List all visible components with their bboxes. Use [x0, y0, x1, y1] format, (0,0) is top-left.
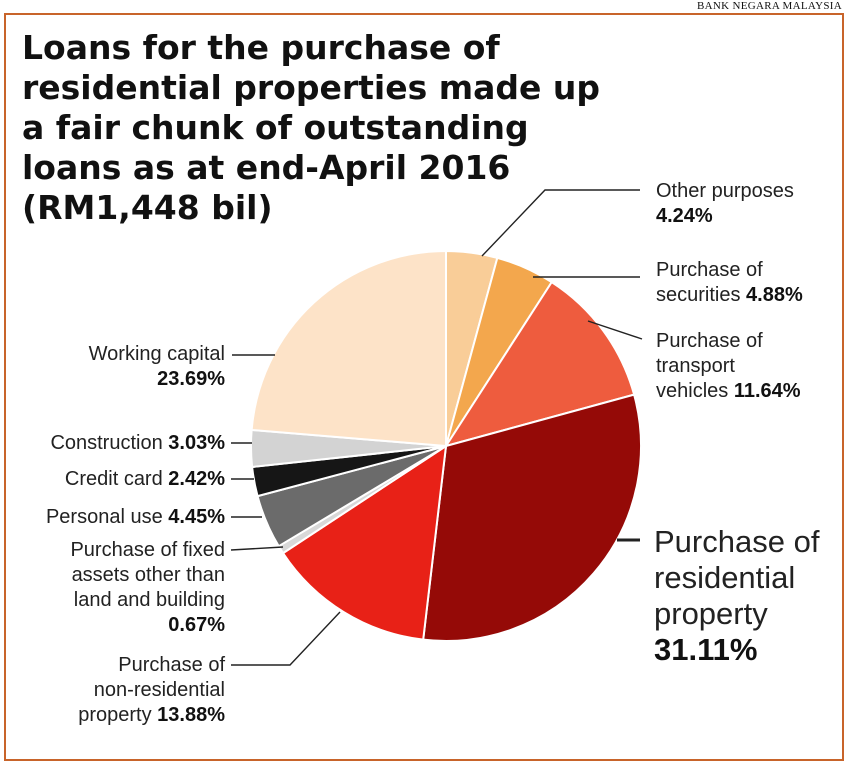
source-credit: BANK NEGARA MALAYSIA [697, 0, 842, 12]
label-construction: Construction 3.03% [50, 432, 225, 454]
leader-other-purposes [481, 189, 640, 257]
pie-slice-purchase-of-transport-vehicles [443, 280, 636, 448]
pie-slice-working-capital [250, 249, 447, 448]
chart-frame [4, 13, 844, 761]
label-other-purposes: Other purposes 4.24% [656, 180, 794, 227]
label-personal-use: Personal use 4.45% [45, 506, 225, 528]
leader-transport [587, 320, 643, 340]
label-working-capital: Working capital 23.69% [88, 343, 225, 390]
leader-non-residential [231, 611, 341, 666]
chart-title: Loans for the purchase of residential pr… [22, 28, 600, 227]
pie-slices [250, 249, 642, 642]
label-transport: Purchase of transport vehicles 11.64% [656, 330, 801, 402]
leader-lines [230, 189, 643, 666]
label-securities: Purchase of securities 4.88% [656, 259, 803, 306]
label-credit-card: Credit card 2.42% [64, 468, 225, 490]
pie-slice-purchase-of-non-residential-property [281, 443, 448, 641]
leader-fixed-assets [230, 546, 284, 551]
pie-slice-purchase-of-residential-property [422, 393, 642, 642]
label-residential: Purchase of residential property 31.11% [654, 524, 820, 667]
label-fixed-assets: Purchase of fixed assets other than land… [70, 539, 225, 636]
label-non-residential: Purchase of non-residential property 13.… [78, 654, 225, 726]
